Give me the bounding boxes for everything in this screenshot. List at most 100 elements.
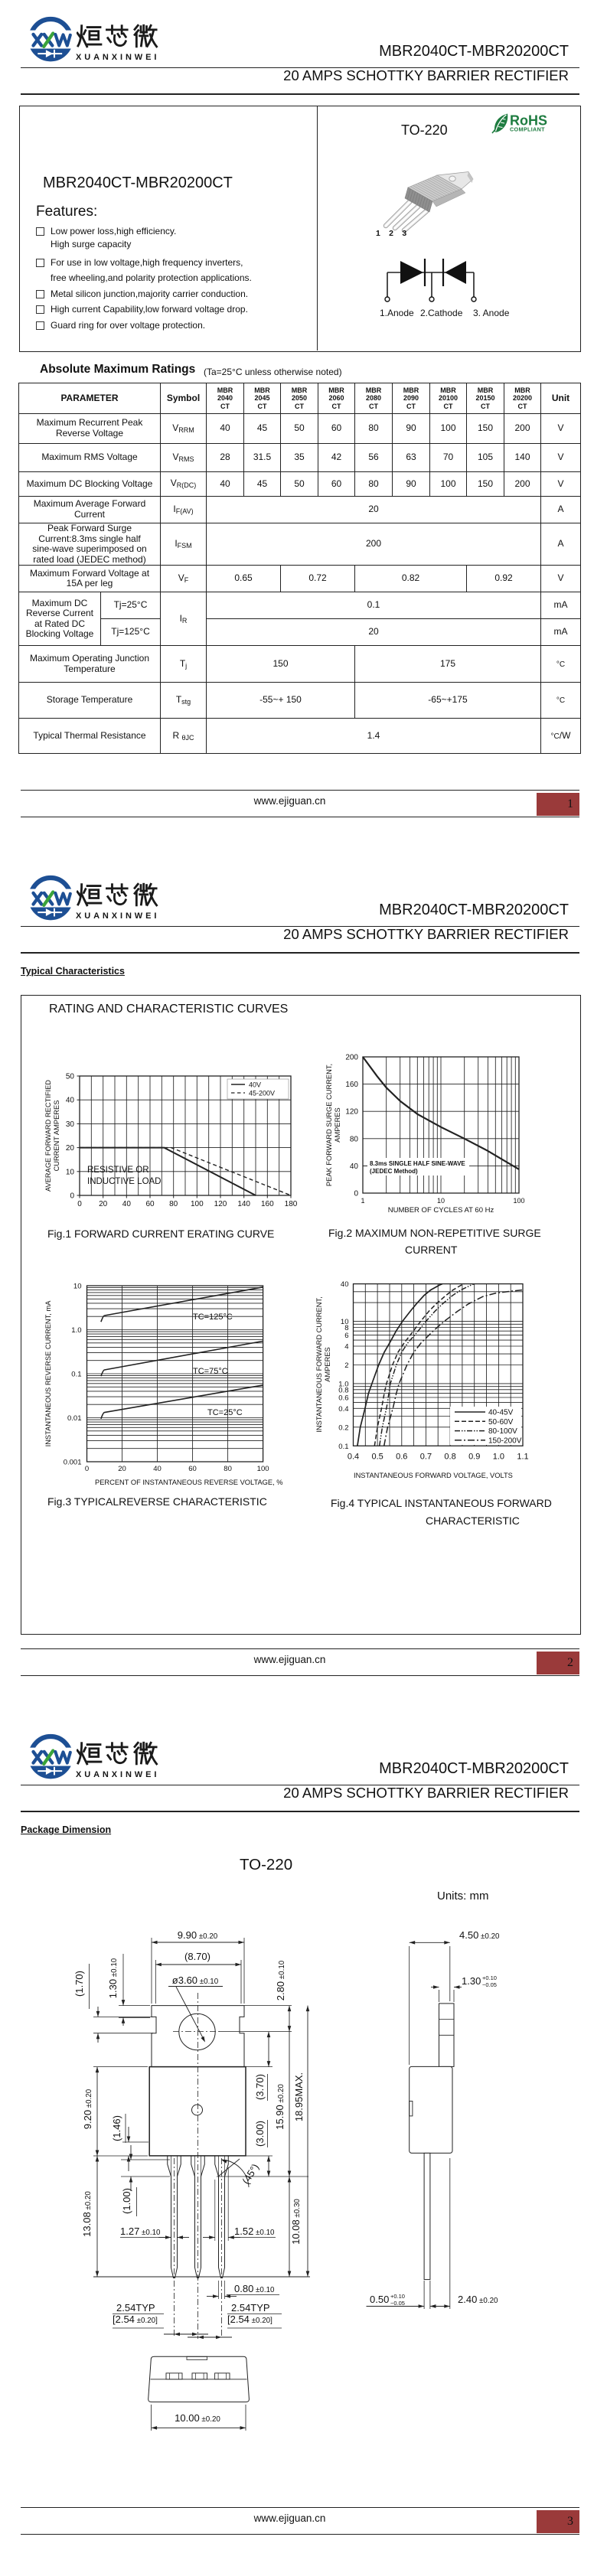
- svg-text:0.6: 0.6: [338, 1394, 348, 1402]
- svg-text:0.8: 0.8: [444, 1452, 455, 1461]
- svg-text:9.90 ±0.20: 9.90 ±0.20: [178, 1929, 218, 1941]
- svg-text:50: 50: [66, 1073, 75, 1081]
- svg-text:2.54TYP: 2.54TYP: [231, 2302, 270, 2314]
- svg-text:120: 120: [214, 1200, 227, 1208]
- svg-text:80: 80: [350, 1135, 359, 1143]
- svg-text:TC=25°C: TC=25°C: [207, 1408, 243, 1417]
- svg-text:1.0: 1.0: [338, 1380, 348, 1388]
- svg-text:20: 20: [118, 1465, 126, 1473]
- svg-text:(1.00): (1.00): [121, 2188, 132, 2214]
- svg-text:RESISTIVE OR: RESISTIVE OR: [87, 1166, 149, 1175]
- svg-text:INDUCTIVE LOAD: INDUCTIVE LOAD: [87, 1177, 162, 1186]
- svg-text:40: 40: [66, 1097, 75, 1105]
- svg-text:40: 40: [350, 1162, 359, 1171]
- svg-text:100: 100: [257, 1465, 269, 1473]
- svg-text:(3.00): (3.00): [254, 2121, 266, 2147]
- svg-text:0.4: 0.4: [348, 1452, 359, 1461]
- svg-text:40V: 40V: [249, 1081, 261, 1089]
- svg-text:0.1: 0.1: [338, 1443, 348, 1451]
- svg-text:ø3.60 ±0.10: ø3.60 ±0.10: [172, 1974, 219, 1986]
- svg-text:40-45V: 40-45V: [488, 1409, 514, 1417]
- svg-text:AVERAGE FORWARD RECTIFIED: AVERAGE FORWARD RECTIFIED: [44, 1080, 52, 1192]
- svg-text:4: 4: [344, 1342, 348, 1351]
- svg-text:INSTANTANEOUS FORWARD VOLTAGE,: INSTANTANEOUS FORWARD VOLTAGE, VOLTS: [354, 1472, 513, 1479]
- svg-text:0.001: 0.001: [64, 1459, 82, 1467]
- svg-text:80-100V: 80-100V: [488, 1427, 517, 1436]
- svg-text:120: 120: [345, 1108, 358, 1117]
- svg-text:13.08 ±0.20: 13.08 ±0.20: [81, 2191, 93, 2237]
- svg-text:0.9: 0.9: [468, 1452, 480, 1461]
- svg-text:100: 100: [513, 1197, 524, 1205]
- svg-text:0: 0: [354, 1190, 358, 1198]
- svg-text:0.2: 0.2: [338, 1423, 348, 1432]
- svg-text:3. Anode: 3. Anode: [473, 308, 510, 318]
- svg-text:+0.10: +0.10: [390, 2293, 405, 2300]
- svg-text:+0.10: +0.10: [482, 1974, 497, 1981]
- svg-text:0.80 ±0.10: 0.80 ±0.10: [234, 2283, 275, 2294]
- svg-text:INSTANTANEOUS REVERSE CURRENT,: INSTANTANEOUS REVERSE CURRENT, mA: [44, 1300, 52, 1447]
- svg-text:1.1: 1.1: [517, 1452, 528, 1461]
- svg-text:NUMBER OF CYCLES AT 60 Hz: NUMBER OF CYCLES AT 60 Hz: [388, 1206, 494, 1215]
- svg-text:(JEDEC Method): (JEDEC Method): [370, 1168, 418, 1175]
- svg-text:1.Anode: 1.Anode: [380, 308, 414, 318]
- svg-text:8.3ms SINGLE HALF SINE-WAVE: 8.3ms SINGLE HALF SINE-WAVE: [370, 1160, 465, 1167]
- svg-text:1.30: 1.30: [462, 1975, 481, 1987]
- svg-text:TC=75°C: TC=75°C: [193, 1367, 228, 1376]
- svg-text:10: 10: [66, 1168, 75, 1176]
- svg-text:140: 140: [237, 1200, 250, 1208]
- svg-text:1.0: 1.0: [71, 1326, 81, 1335]
- svg-text:AMPERES: AMPERES: [334, 1107, 341, 1142]
- svg-text:1.30 ±0.10: 1.30 ±0.10: [107, 1958, 119, 1998]
- svg-text:160: 160: [261, 1200, 274, 1208]
- svg-text:0.50: 0.50: [370, 2294, 389, 2305]
- svg-text:RoHS: RoHS: [510, 113, 547, 129]
- svg-text:0.01: 0.01: [67, 1414, 82, 1423]
- svg-text:2.80 ±0.10: 2.80 ±0.10: [275, 1960, 286, 2000]
- svg-text:0.4: 0.4: [338, 1405, 348, 1414]
- svg-text:40: 40: [341, 1280, 349, 1289]
- svg-text:2.40 ±0.20: 2.40 ±0.20: [458, 2294, 498, 2305]
- svg-text:80: 80: [224, 1465, 232, 1473]
- svg-text:40: 40: [122, 1200, 132, 1208]
- svg-text:0: 0: [77, 1200, 82, 1208]
- svg-text:0.5: 0.5: [371, 1452, 383, 1461]
- svg-text:−0.05: −0.05: [390, 2300, 405, 2307]
- svg-text:15.90 ±0.20: 15.90 ±0.20: [274, 2084, 286, 2130]
- svg-text:(1.46): (1.46): [111, 2115, 122, 2141]
- svg-text:60: 60: [145, 1200, 155, 1208]
- svg-text:INSTANTANEOUS FORWARD CURRENT,: INSTANTANEOUS FORWARD CURRENT,: [315, 1296, 323, 1432]
- svg-text:2.Cathode: 2.Cathode: [420, 308, 463, 318]
- svg-text:10: 10: [437, 1197, 445, 1205]
- svg-text:1: 1: [361, 1197, 364, 1205]
- svg-text:0.1: 0.1: [71, 1371, 81, 1379]
- svg-text:20: 20: [99, 1200, 108, 1208]
- svg-text:1.27 ±0.10: 1.27 ±0.10: [120, 2225, 161, 2237]
- svg-text:1.0: 1.0: [493, 1452, 504, 1461]
- svg-text:10.00 ±0.20: 10.00 ±0.20: [175, 2412, 220, 2424]
- svg-text:(45°): (45°): [240, 2162, 261, 2186]
- svg-text:4.50 ±0.20: 4.50 ±0.20: [459, 1929, 500, 1941]
- svg-text:0.7: 0.7: [420, 1452, 432, 1461]
- svg-text:45-200V: 45-200V: [249, 1090, 275, 1097]
- svg-text:[2.54 ±0.20]: [2.54 ±0.20]: [113, 2314, 158, 2325]
- svg-text:18.95MAX.: 18.95MAX.: [293, 2072, 305, 2121]
- svg-text:2: 2: [344, 1361, 348, 1370]
- svg-text:−0.05: −0.05: [482, 1981, 497, 1988]
- svg-text:CURRENT AMPERES: CURRENT AMPERES: [53, 1101, 60, 1172]
- svg-text:(8.70): (8.70): [184, 1951, 210, 1962]
- svg-text:160: 160: [345, 1081, 358, 1089]
- svg-text:1.52 ±0.10: 1.52 ±0.10: [234, 2225, 275, 2237]
- svg-text:(1.70): (1.70): [73, 1971, 85, 1997]
- svg-text:10.08 ±0.30: 10.08 ±0.30: [290, 2199, 302, 2245]
- svg-text:0: 0: [85, 1465, 89, 1473]
- svg-text:80: 80: [169, 1200, 178, 1208]
- svg-text:PEAK FORWARD SURGE CURRENT,: PEAK FORWARD SURGE CURRENT,: [325, 1064, 333, 1186]
- svg-text:TC=125°C: TC=125°C: [193, 1312, 233, 1322]
- svg-text:50-60V: 50-60V: [488, 1418, 514, 1427]
- svg-text:10: 10: [73, 1283, 82, 1291]
- svg-text:0: 0: [70, 1192, 74, 1201]
- svg-text:20: 20: [66, 1144, 75, 1153]
- svg-text:AMPERES: AMPERES: [324, 1347, 331, 1381]
- svg-text:2.54TYP: 2.54TYP: [116, 2302, 155, 2314]
- svg-text:(3.70): (3.70): [254, 2074, 266, 2100]
